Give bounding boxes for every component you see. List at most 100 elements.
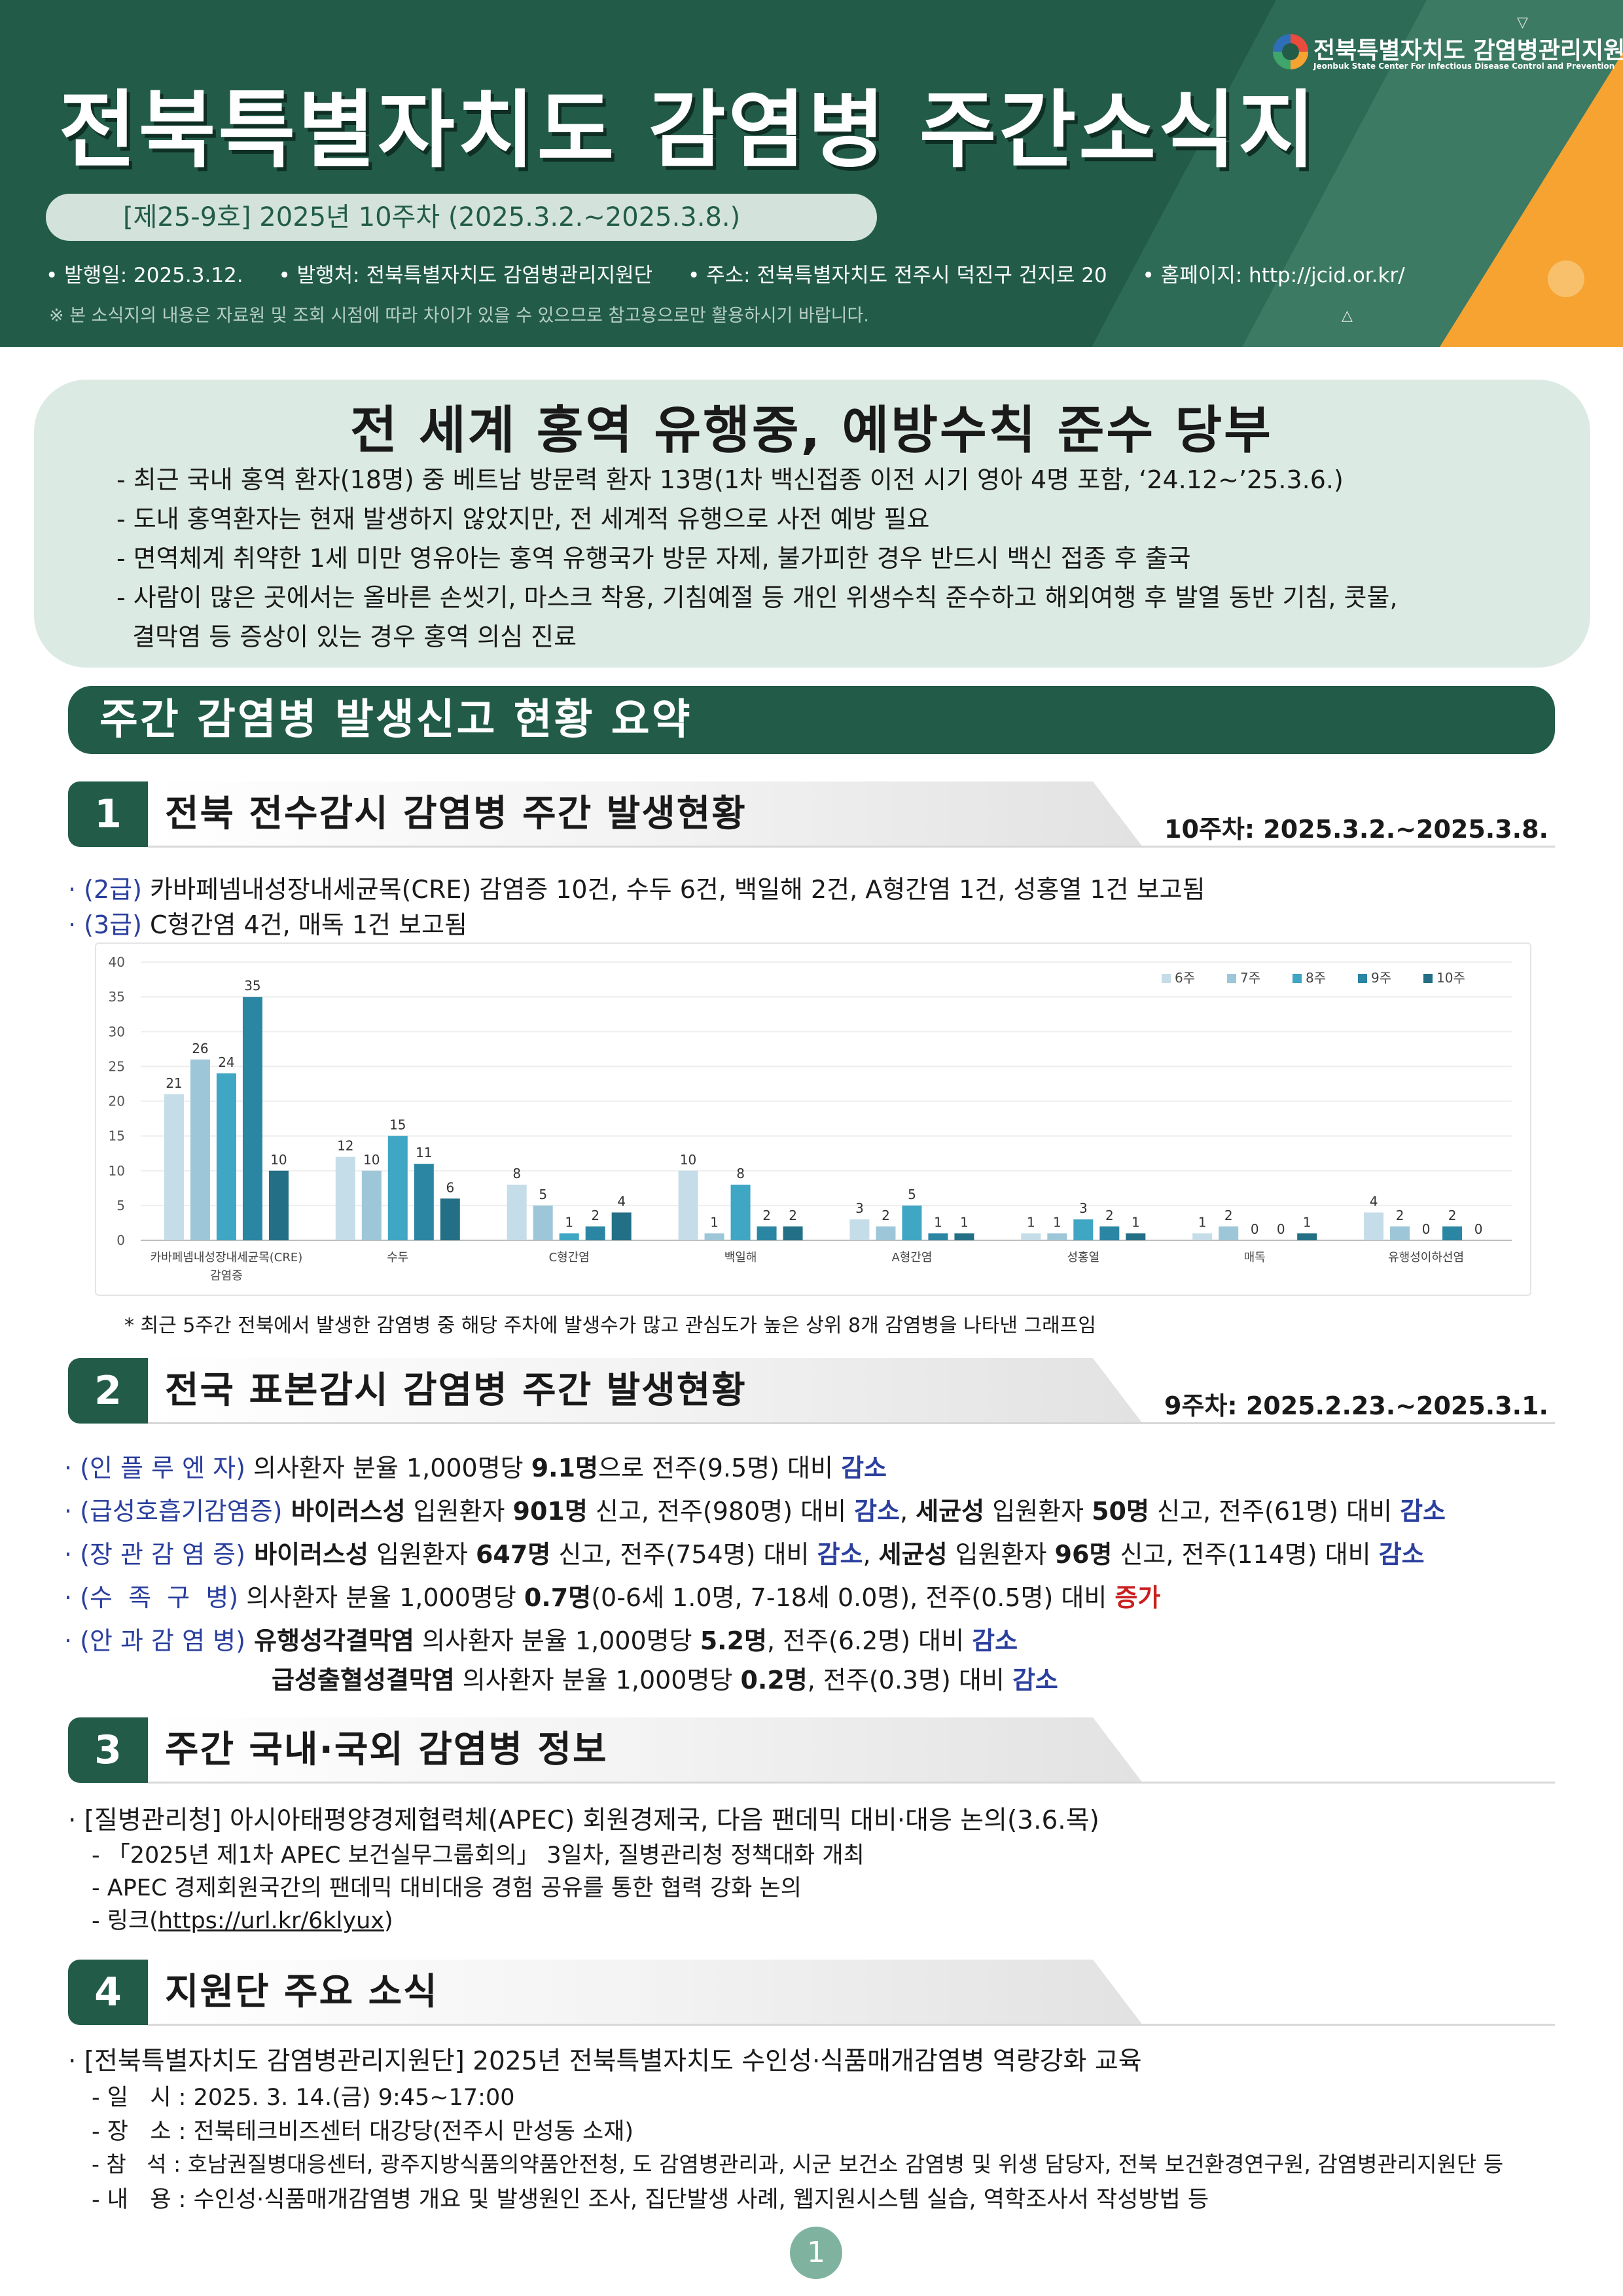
y-tick-label: 35 <box>109 989 125 1005</box>
bar <box>783 1226 803 1240</box>
line-text: - 링크( <box>92 1908 158 1934</box>
section-title: 지원단 주요 소식 <box>165 1971 438 2013</box>
line-category: 바이러스성 <box>245 1540 368 1569</box>
data-label: 1 <box>1027 1214 1035 1230</box>
data-label: 2 <box>882 1208 890 1223</box>
section-number: 4 <box>68 1960 148 2025</box>
homepage-link[interactable]: • 홈페이지: http://jcid.or.kr/ <box>1142 264 1405 287</box>
line-text: 으로 전주(9.5명) 대비 <box>598 1454 842 1482</box>
y-tick-label: 0 <box>116 1232 125 1248</box>
news-detail: - 「2025년 제1차 APEC 보건실무그룹회의」 3일차, 질병관리청 정… <box>92 1842 865 1869</box>
line-value: 901명 <box>512 1497 588 1526</box>
address: • 주소: 전북특별자치도 전주시 덕진구 건지로 20 <box>688 264 1107 287</box>
data-label: 2 <box>762 1208 771 1223</box>
publication-meta: • 발행일: 2025.3.12. • 발행처: 전북특별자치도 감염병관리지원… <box>46 259 1434 288</box>
enteric-line: · (장 관 감 염 증) 바이러스성 입원환자 647명 신고, 전주(754… <box>64 1534 1425 1570</box>
bar <box>164 1094 184 1240</box>
news-detail: - APEC 경제회원국간의 팬데믹 대비대응 경험 공유를 통한 협력 강화 … <box>92 1875 802 1901</box>
trend-decrease: 감소 <box>817 1540 863 1569</box>
header-banner <box>0 0 1623 347</box>
event-date: - 일 시 : 2025. 3. 14.(금) 9:45~17:00 <box>92 2085 515 2111</box>
data-label: 2 <box>789 1208 797 1223</box>
data-label: 0 <box>1422 1221 1431 1237</box>
organization-logo: 전북특별자치도 감염병관리지원단 Jeonbuk State Center Fo… <box>1273 31 1623 79</box>
section-title: 전북 전수감시 감염병 주간 발생현황 <box>165 793 747 835</box>
bar <box>361 1170 382 1240</box>
grade-text: C형간염 4건, 매독 1건 보고됨 <box>141 910 467 939</box>
logo-mark-icon <box>1273 34 1308 69</box>
trend-decrease: 감소 <box>1378 1540 1425 1569</box>
publisher: • 발행처: 전북특별자치도 감염병관리지원단 <box>278 264 653 287</box>
bar <box>902 1205 922 1240</box>
bar <box>928 1233 948 1240</box>
data-label: 1 <box>1053 1214 1061 1230</box>
data-label: 1 <box>934 1214 942 1230</box>
bar <box>585 1226 605 1240</box>
y-tick-label: 20 <box>109 1094 125 1109</box>
respiratory-line: · (급성호흡기감염증) 바이러스성 입원환자 901명 신고, 전주(980명… <box>64 1491 1446 1527</box>
line-text: 의사환자 분율 1,000명당 <box>414 1626 700 1655</box>
data-label: 10 <box>270 1152 287 1168</box>
data-label: 0 <box>1277 1221 1285 1237</box>
news-link[interactable]: https://url.kr/6klyux <box>158 1908 385 1934</box>
line-category: 유행성각결막염 <box>245 1626 414 1655</box>
legend-label: 8주 <box>1306 970 1326 986</box>
bar <box>1192 1233 1213 1240</box>
data-label: 4 <box>1370 1194 1378 1210</box>
section-number: 3 <box>68 1717 148 1783</box>
bar <box>559 1233 579 1240</box>
trend-increase: 증가 <box>1115 1583 1161 1612</box>
trend-decrease: 감소 <box>1012 1666 1058 1695</box>
x-category-label: 수두 <box>387 1251 408 1265</box>
line-text: 의사환자 분율 1,000명당 <box>245 1454 531 1482</box>
line-text: , <box>900 1497 916 1526</box>
bar <box>335 1157 355 1240</box>
section-rule <box>148 846 1555 848</box>
line-text: 신고, 전주(754명) 대비 <box>550 1540 817 1569</box>
y-tick-label: 5 <box>116 1198 125 1213</box>
grade2-report-line: · (2급) 카바페넴내성장내세균목(CRE) 감염증 10건, 수두 6건, … <box>68 869 1205 905</box>
section-number: 2 <box>68 1358 148 1424</box>
data-label: 1 <box>1198 1214 1207 1230</box>
measles-alert-box <box>34 380 1590 668</box>
line-value: 50명 <box>1092 1497 1149 1526</box>
line-text: ) <box>384 1908 393 1934</box>
y-tick-label: 30 <box>109 1024 125 1039</box>
trend-decrease: 감소 <box>1400 1497 1446 1526</box>
legend-swatch <box>1162 974 1171 983</box>
bar <box>533 1205 553 1240</box>
news-headline: · [질병관리청] 아시아태평양경제협력체(APEC) 회원경제국, 다음 팬데… <box>68 1806 1099 1835</box>
bar <box>849 1219 870 1240</box>
line-text: , 전주(6.2명) 대비 <box>766 1626 972 1655</box>
chart-footnote: * 최근 5주간 전북에서 발생한 감염병 중 해당 주차에 발생수가 많고 관… <box>124 1314 1096 1337</box>
section-3-header: 3 주간 국내·국외 감염병 정보 <box>68 1717 1555 1784</box>
alert-title: 전 세계 홍역 유행중, 예방수칙 준수 당부 <box>350 401 1273 460</box>
legend-swatch <box>1423 974 1433 983</box>
bar <box>1021 1233 1041 1240</box>
trend-decrease: 감소 <box>841 1454 887 1482</box>
line-category: 세균성 <box>878 1540 948 1569</box>
trend-decrease: 감소 <box>854 1497 901 1526</box>
data-label: 1 <box>1303 1214 1311 1230</box>
section-1-header: 1 전북 전수감시 감염병 주간 발생현황 10주차: 2025.3.2.~20… <box>68 781 1555 848</box>
hfmd-line: · (수 족 구 병) 의사환자 분율 1,000명당 0.7명(0-6세 1.… <box>64 1577 1160 1613</box>
line-text: (0-6세 1.0명, 7-18세 0.0명), 전주(0.5명) 대비 <box>591 1583 1115 1612</box>
alert-line: - 최근 국내 홍역 환자(18명) 중 베트남 방문력 환자 13명(1차 백… <box>116 465 1344 494</box>
bar <box>611 1212 632 1240</box>
bar <box>1297 1233 1317 1240</box>
data-label: 1 <box>710 1214 719 1230</box>
section-2-header: 2 전국 표본감시 감염병 주간 발생현황 9주차: 2025.2.23.~20… <box>68 1358 1555 1424</box>
page-number: 1 <box>790 2227 842 2279</box>
data-label: 5 <box>539 1187 547 1202</box>
bar <box>678 1170 698 1240</box>
line-value: 647명 <box>475 1540 551 1569</box>
data-label: 2 <box>1448 1208 1457 1223</box>
x-category-label: 유행성이하선염 <box>1388 1251 1464 1265</box>
line-value: 96명 <box>1054 1540 1113 1569</box>
data-label: 8 <box>736 1166 745 1181</box>
bar <box>757 1226 777 1240</box>
section-number: 1 <box>68 781 148 847</box>
data-label: 11 <box>416 1145 432 1160</box>
section-title: 주간 국내·국외 감염병 정보 <box>165 1729 608 1771</box>
data-label: 21 <box>166 1075 182 1091</box>
